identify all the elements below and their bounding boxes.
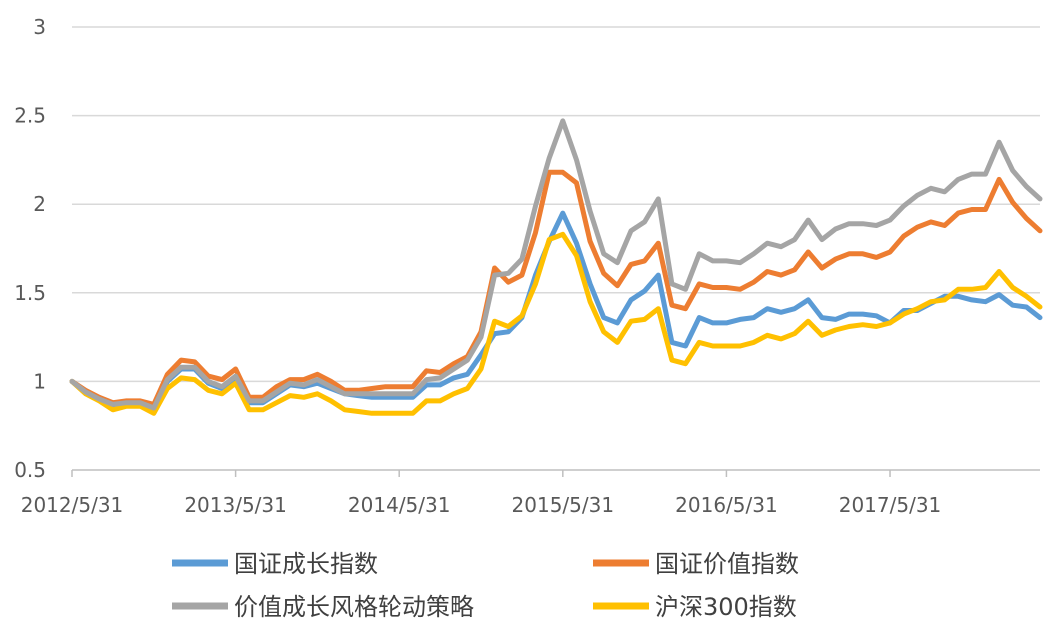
axes: 0.5 1 1.5 2 2.5 3 2012/5/31 2013/5/31 2014/5/31 2… [14, 15, 1040, 517]
y-tick-label: 1.5 [14, 281, 46, 305]
x-tick-label: 2013/5/31 [184, 493, 287, 517]
series-lines [69, 118, 1043, 416]
y-tick-label: 2 [33, 192, 46, 216]
legend-label: 价值成长风格轮动策略 [234, 593, 474, 621]
y-tick-label: 1 [33, 369, 46, 393]
legend-label: 国证价值指数 [655, 550, 799, 578]
legend-label: 国证成长指数 [234, 550, 378, 578]
legend-label: 沪深300指数 [655, 593, 797, 621]
series-line-1 [69, 169, 1043, 407]
x-tick-label: 2015/5/31 [512, 493, 615, 517]
x-tick-label: 2016/5/31 [675, 493, 778, 517]
gridlines [72, 26, 1040, 383]
y-tick-label: 0.5 [14, 458, 46, 482]
x-tick-label: 2017/5/31 [839, 493, 942, 517]
y-tick-label: 3 [33, 15, 46, 39]
x-tick-label: 2012/5/31 [21, 493, 124, 517]
y-tick-label: 2.5 [14, 104, 46, 128]
x-tick-label: 2014/5/31 [348, 493, 451, 517]
series-line-2 [69, 118, 1043, 411]
series-line-3 [69, 231, 1043, 416]
